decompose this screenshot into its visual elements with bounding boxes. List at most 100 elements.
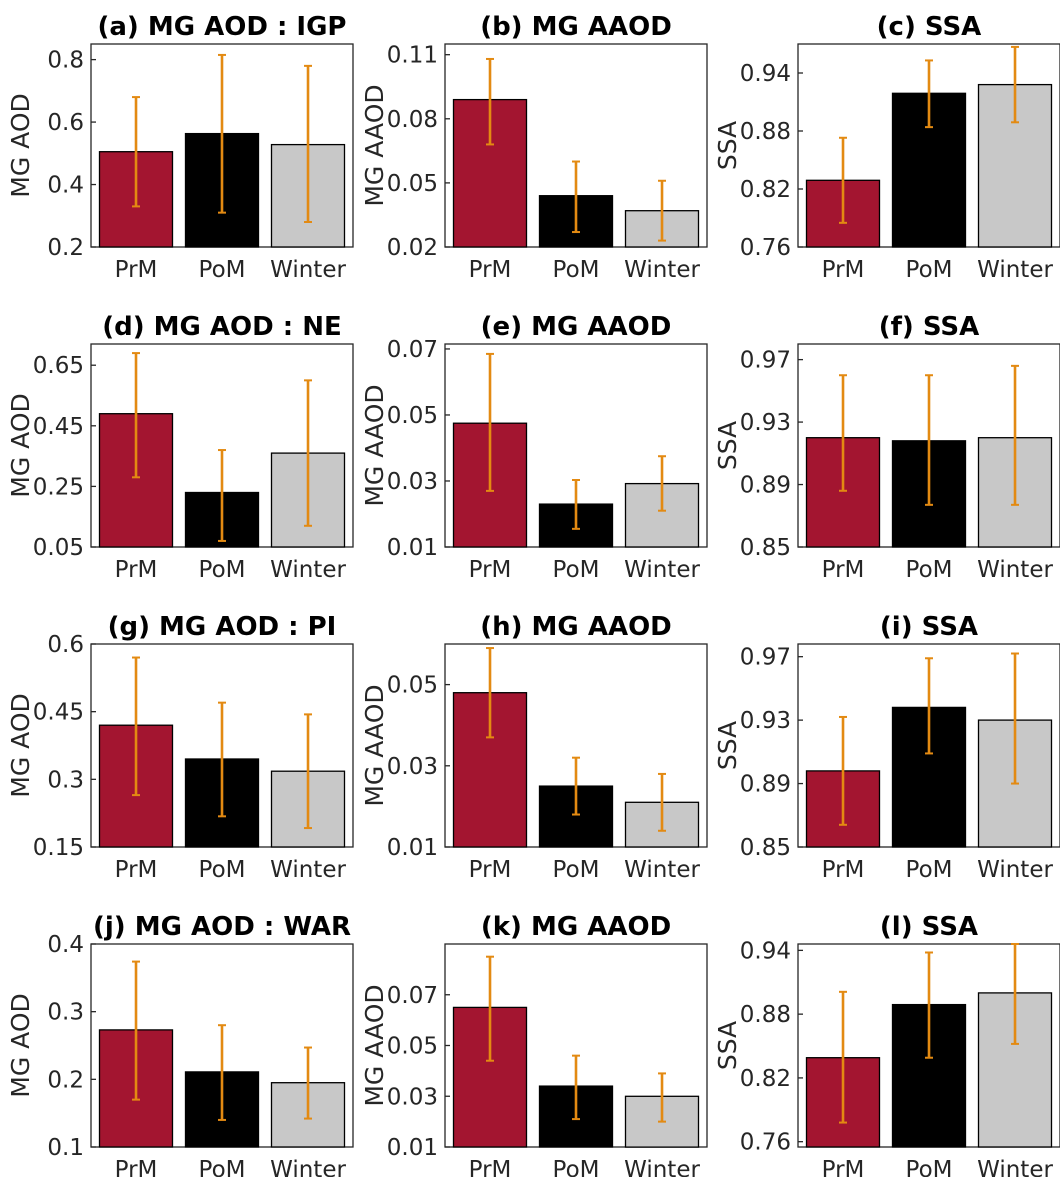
subplot-d: 0.05 0.25 0.45 0.65 PrM PoM Winter MG AOD (d) MG…	[6, 312, 354, 583]
x-tick-label-pom: PoM	[906, 1157, 953, 1177]
y-tick-label: 0.45	[33, 700, 84, 726]
error-bar-prm	[132, 960, 141, 1101]
subplot-i: 0.85 0.89 0.93 0.97 PrM PoM Winter SSA (i) SSA	[713, 612, 1060, 883]
error-bar-prm	[486, 352, 495, 492]
subplot-h: 0.01 0.03 0.05 PrM PoM Winter MG AAOD (h) MG AA…	[360, 612, 708, 883]
x-tick-label-pom: PoM	[553, 1157, 600, 1177]
error-bar-prm	[839, 990, 848, 1124]
y-axis-label: MG AOD	[6, 993, 35, 1097]
x-tick-label-winter: Winter	[624, 1157, 700, 1177]
subplot-j: 0.1 0.2 0.3 0.4 PrM PoM Winter MG AOD (j) MG AOD…	[6, 912, 354, 1177]
y-tick-label: 0.4	[47, 932, 84, 958]
y-tick-label: 0.76	[740, 1130, 791, 1156]
error-bar-prm	[132, 96, 141, 208]
y-tick-label: 0.94	[740, 938, 791, 964]
error-bar-prm	[132, 656, 141, 797]
error-bar-winter	[658, 179, 667, 242]
y-tick-label: 0.6	[47, 632, 84, 658]
y-tick-label: 0.89	[740, 473, 791, 499]
subplot-a: 0.2 0.4 0.6 0.8 PrM PoM Winter MG AOD (a) MG AOD…	[6, 12, 354, 283]
y-tick-label: 0.01	[387, 835, 438, 861]
x-tick-label-winter: Winter	[977, 557, 1053, 583]
x-tick-label-prm: PrM	[115, 1157, 158, 1177]
y-tick-label: 0.05	[387, 1034, 438, 1060]
subplot-title: (g) MG AOD : PI	[108, 612, 337, 642]
y-axis-label: MG AAOD	[360, 84, 389, 206]
y-tick-label: 0.03	[387, 469, 438, 495]
x-tick-label-winter: Winter	[624, 557, 700, 583]
subplot-title: (l) SSA	[880, 912, 978, 942]
x-tick-label-pom: PoM	[906, 557, 953, 583]
error-bar-winter	[1011, 943, 1020, 1045]
subplot-e: 0.01 0.03 0.05 0.07 PrM PoM Winter MG AAOD (e) M…	[360, 312, 708, 583]
y-tick-label: 0.07	[387, 983, 438, 1009]
y-tick-label: 0.11	[387, 43, 438, 69]
y-tick-label: 0.93	[740, 708, 791, 734]
error-bar-pom	[218, 449, 226, 542]
x-tick-label-prm: PrM	[469, 1157, 512, 1177]
y-tick-label: 0.76	[740, 235, 791, 261]
error-bar-winter	[1011, 652, 1020, 785]
y-tick-label: 0.01	[387, 1135, 438, 1161]
error-bar-winter	[658, 1072, 667, 1123]
y-axis-label: SSA	[713, 421, 742, 470]
y-axis-label: SSA	[713, 721, 742, 770]
error-bar-winter	[1011, 364, 1020, 506]
x-tick-label-winter: Winter	[624, 857, 700, 883]
y-axis-label: MG AAOD	[360, 684, 389, 806]
subplot-k: 0.01 0.03 0.05 0.07 PrM PoM Winter MG AAOD (k) M…	[360, 912, 708, 1177]
y-tick-label: 0.94	[740, 61, 791, 87]
y-tick-label: 0.03	[387, 754, 438, 780]
error-bar-pom	[572, 1054, 580, 1121]
y-tick-label: 0.1	[47, 1135, 84, 1161]
y-tick-label: 0.85	[740, 535, 791, 561]
y-tick-label: 0.82	[740, 1066, 791, 1092]
error-bar-winter	[304, 64, 313, 224]
x-tick-label-winter: Winter	[977, 257, 1053, 283]
error-bar-pom	[925, 951, 933, 1059]
y-tick-label: 0.4	[47, 173, 84, 199]
subplot-title: (d) MG AOD : NE	[102, 312, 342, 342]
y-tick-label: 0.02	[387, 235, 438, 261]
y-tick-label: 0.3	[47, 1000, 84, 1026]
error-bar-winter	[304, 1046, 313, 1120]
error-bar-pom	[572, 160, 580, 234]
y-tick-label: 0.97	[740, 348, 791, 374]
subplot-title: (j) MG AOD : WAR	[93, 912, 351, 942]
error-bar-pom	[925, 59, 933, 129]
x-tick-label-pom: PoM	[199, 1157, 246, 1177]
error-bar-pom	[218, 53, 226, 214]
x-tick-label-winter: Winter	[270, 857, 346, 883]
error-bar-winter	[658, 455, 667, 512]
error-bar-winter	[658, 772, 667, 832]
error-bar-winter	[1011, 45, 1020, 124]
error-bar-winter	[304, 713, 313, 830]
subplot-title: (e) MG AAOD	[481, 312, 672, 342]
x-tick-label-pom: PoM	[199, 857, 246, 883]
subplot-title: (c) SSA	[877, 12, 982, 42]
error-bar-prm	[839, 374, 848, 492]
subplot-title: (i) SSA	[880, 612, 978, 642]
x-tick-label-pom: PoM	[199, 557, 246, 583]
x-tick-label-prm: PrM	[822, 257, 865, 283]
y-tick-label: 0.05	[387, 673, 438, 699]
y-tick-label: 0.05	[387, 171, 438, 197]
y-tick-label: 0.45	[33, 414, 84, 440]
y-axis-label: MG AAOD	[360, 984, 389, 1106]
y-axis-label: SSA	[713, 1021, 742, 1070]
error-bar-pom	[925, 657, 933, 755]
y-tick-label: 0.8	[47, 48, 84, 74]
y-tick-label: 0.07	[387, 337, 438, 363]
y-axis-label: MG AOD	[6, 693, 35, 797]
error-bar-prm	[486, 647, 495, 739]
y-axis-label: MG AAOD	[360, 384, 389, 506]
y-axis-label: SSA	[713, 121, 742, 170]
error-bar-pom	[218, 1024, 226, 1121]
y-tick-label: 0.03	[387, 1084, 438, 1110]
x-tick-label-prm: PrM	[822, 857, 865, 883]
x-tick-label-winter: Winter	[977, 1157, 1053, 1177]
subplot-g: 0.15 0.3 0.45 0.6 PrM PoM Winter MG AOD (g) MG A…	[6, 612, 354, 883]
y-tick-label: 0.2	[47, 235, 84, 261]
y-tick-label: 0.93	[740, 410, 791, 436]
